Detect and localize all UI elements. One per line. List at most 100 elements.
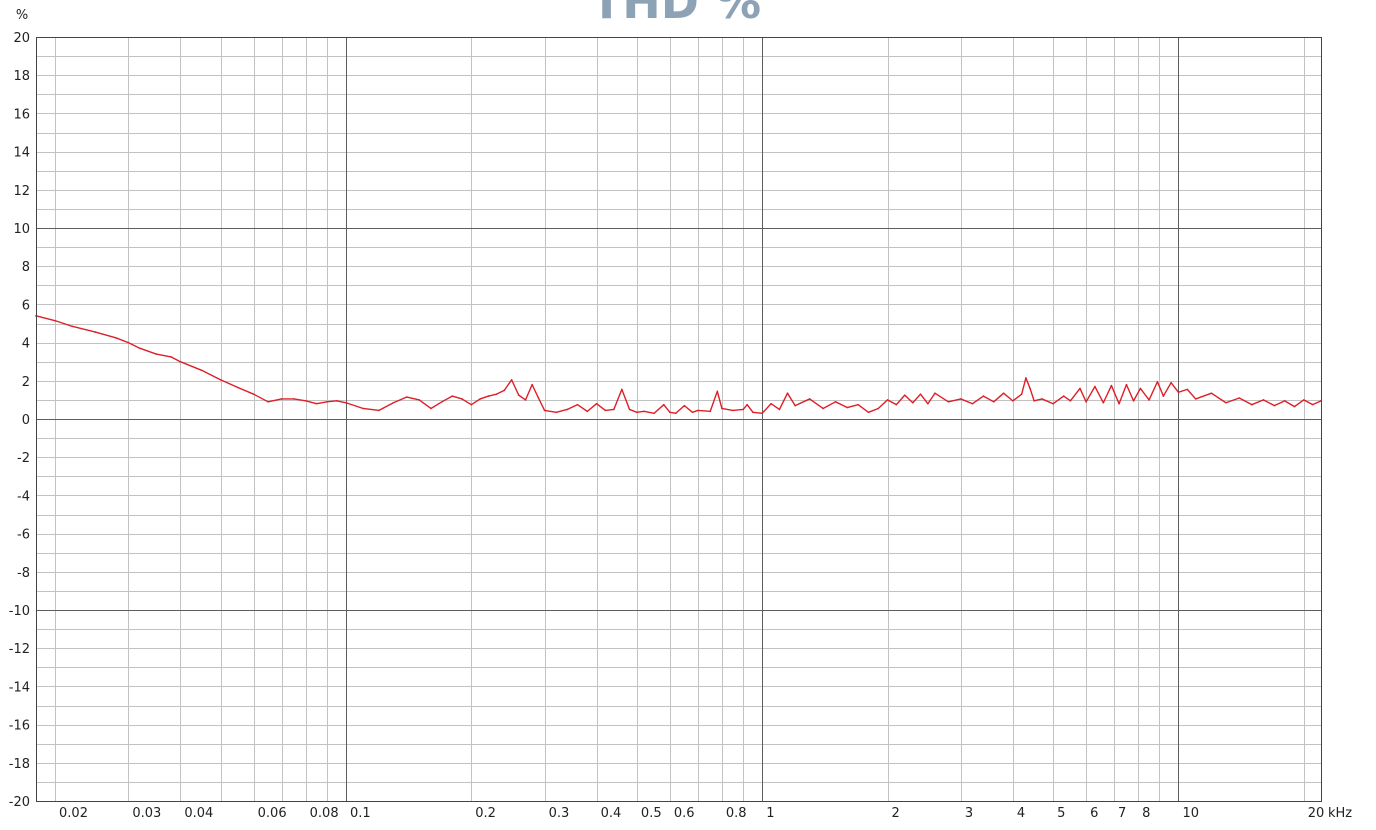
thd-data-point [786,392,789,395]
y-tick-label: -14 [9,680,30,695]
thd-data-point [1025,377,1027,379]
thd-data-point [742,408,744,411]
x-tick-label: 0.4 [601,806,622,821]
y-tick-label: 18 [13,69,30,84]
thd-data-point [822,407,824,410]
thd-data-point [524,399,527,401]
x-tick-label: 0.8 [726,806,747,821]
x-tick-label: 0.04 [184,806,213,821]
thd-data-point [1162,395,1165,397]
plot-frame [36,37,1322,802]
y-tick-label: 14 [13,146,30,161]
thd-data-point [470,403,473,406]
thd-data-point [392,401,395,404]
thd-data-point [495,393,498,395]
y-tick-label: 0 [22,413,30,428]
y-tick-label: 20 [13,31,30,46]
x-tick-label: 7 [1118,806,1126,821]
thd-data-point [115,337,117,339]
thd-data-point [1110,384,1113,387]
x-tick-label: 0.03 [132,806,161,821]
thd-data-point [1262,399,1265,401]
thd-data-point [971,402,974,405]
x-tick-label: 8 [1142,806,1150,821]
thd-data-point [406,396,408,398]
x-tick-label: 0.3 [549,806,570,821]
thd-data-point [127,341,130,344]
thd-data-point [1293,405,1296,408]
y-tick-label: 16 [13,107,30,122]
thd-data-point [1029,387,1031,390]
thd-data-point [1156,380,1159,383]
thd-data-point [934,392,936,395]
x-tick-label: 0.06 [258,806,287,821]
y-tick-label: -10 [9,604,30,619]
thd-data-point [1238,397,1241,399]
thd-data-point [576,403,579,406]
y-tick-label: -18 [9,757,30,772]
y-tick-label: 6 [22,298,30,313]
x-tick-label: 0.5 [641,806,662,821]
thd-data-point [877,407,880,410]
thd-data-point [613,408,615,411]
thd-data-point [895,403,898,406]
thd-data-point [927,402,929,405]
thd-data-point [531,383,533,386]
y-tick-label: -12 [9,642,30,657]
thd-data-point [1062,395,1065,397]
thd-data-point [315,402,318,405]
y-tick-label: 10 [13,222,30,237]
thd-data-point [418,399,421,401]
x-tick-label: 0.02 [59,806,88,821]
y-tick-label: -2 [17,451,30,466]
thd-data-point [960,398,962,400]
thd-data-point [1118,402,1120,405]
thd-data-point [675,412,677,415]
thd-data-point [691,411,694,414]
thd-data-point [1041,398,1043,400]
thd-data-point [1020,393,1023,395]
thd-data-point [1052,402,1054,405]
thd-data-point [430,407,432,410]
x-tick-label: 10 [1182,806,1199,821]
thd-data-point [510,379,513,381]
thd-data-point [1273,404,1276,407]
x-tick-label: 6 [1090,806,1098,821]
thd-data-point [947,401,950,403]
thd-data-point [1177,391,1180,394]
y-tick-label: 4 [22,337,30,352]
thd-data-point [778,408,781,411]
thd-data-point [441,401,443,403]
y-tick-label: -6 [17,528,30,543]
thd-data-point [1250,403,1253,406]
x-tick-labels: 0.02 0.03 0.04 0.06 0.08 0.1 0.2 0.3 0.4 0.5 0.6 0.… [59,806,1324,821]
x-axis-unit-label: kHz [1328,806,1352,821]
y-tick-labels: 20181614121086420-2-4-6-8-10-12-14-16-18… [9,31,30,810]
thd-data-point [1012,400,1014,402]
thd-data-point [461,398,463,400]
y-tick-label: 8 [22,260,30,275]
thd-series-line [35,315,1322,414]
thd-data-point [683,404,686,407]
thd-data-point [170,356,172,358]
thd-data-point [628,408,631,411]
x-tick-label: 3 [965,806,973,821]
thd-data-point [1094,385,1096,388]
thd-data-point [362,407,365,410]
thd-data-point [808,398,811,400]
thd-data-point [1311,403,1314,406]
thd-data-point [721,407,723,410]
x-tick-label: 0.2 [475,806,496,821]
x-tick-label: 5 [1057,806,1065,821]
x-tick-label: 0.08 [310,806,339,821]
thd-data-point [643,410,645,413]
thd-data-point [1069,400,1072,402]
thd-data-point [662,403,665,406]
thd-data-point [982,395,985,397]
thd-data-point [252,393,255,395]
thd-data-point [479,398,481,400]
y-tick-label: -16 [9,719,30,734]
thd-data-point [555,411,558,414]
